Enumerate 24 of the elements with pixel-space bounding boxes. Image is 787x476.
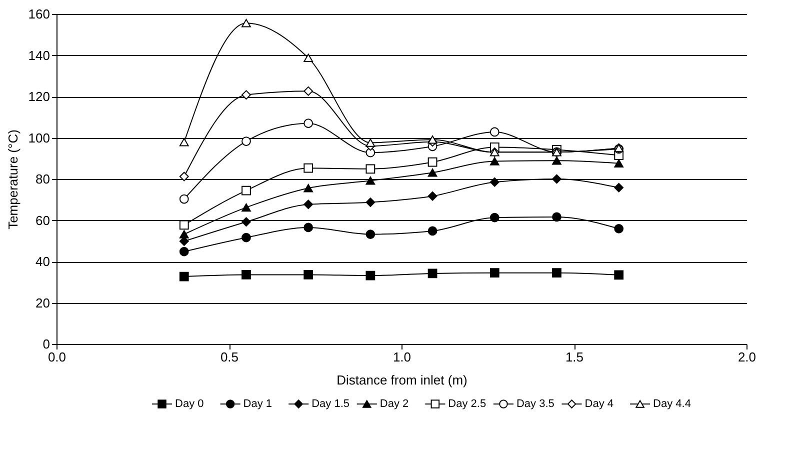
x-tick-label: 1.5	[565, 350, 584, 364]
x-tick-label: 0.0	[48, 350, 66, 364]
y-axis-title: Temperature (°C)	[5, 130, 20, 230]
y-tick-label: 120	[28, 89, 50, 104]
y-tick-label: 80	[36, 172, 50, 186]
y-tick-label: 0	[42, 336, 50, 352]
y-tick-label: 100	[28, 130, 50, 146]
legend-label: Day 4	[584, 398, 614, 410]
y-tick-label: 20	[36, 295, 50, 310]
x-tick-label: 0.5	[220, 350, 239, 364]
x-axis-title: Distance from inlet (m)	[336, 372, 468, 388]
y-tick-label: 160	[28, 6, 50, 22]
legend-label: Day 2	[380, 398, 409, 410]
y-tick-label: 140	[28, 48, 50, 63]
y-tick-label: 60	[36, 212, 50, 228]
x-tick-label: 1.0	[392, 350, 412, 364]
legend-label: Day 1.5	[312, 398, 350, 410]
legend-label: Day 1	[243, 398, 272, 410]
y-tick-label: 40	[36, 254, 50, 269]
legend-label: Day 2.5	[448, 398, 486, 410]
legend-label: Day 4.4	[653, 398, 691, 410]
legend-label: Day 0	[175, 398, 204, 410]
legend-label: Day 3.5	[516, 398, 554, 410]
x-tick-label: 2.0	[738, 350, 756, 364]
